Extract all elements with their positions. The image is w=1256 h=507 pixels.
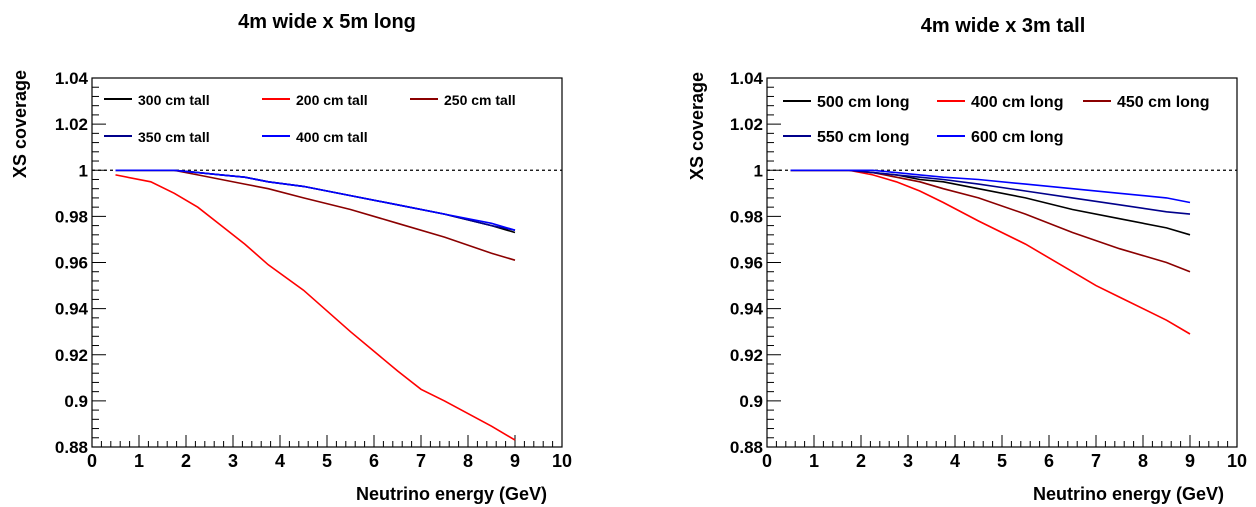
- series-line: [115, 169, 516, 231]
- x-tick-label: 6: [369, 451, 379, 471]
- x-tick-label: 3: [903, 451, 913, 471]
- series-line: [790, 169, 1191, 215]
- x-tick-label: 8: [463, 451, 473, 471]
- legend-label: 300 cm tall: [138, 92, 210, 108]
- legend-label: 500 cm long: [817, 94, 909, 111]
- x-tick-label: 4: [275, 451, 285, 471]
- x-tick-label: 9: [1185, 451, 1195, 471]
- legend-label: 600 cm long: [971, 129, 1063, 146]
- legend-label: 400 cm tall: [296, 129, 368, 145]
- y-tick-label: 0.88: [730, 438, 763, 457]
- x-tick-label: 2: [856, 451, 866, 471]
- y-tick-label: 1.04: [55, 69, 89, 88]
- y-tick-label: 0.92: [730, 346, 763, 365]
- y-tick-label: 0.9: [64, 392, 88, 411]
- legend-label: 350 cm tall: [138, 129, 210, 145]
- legend-label: 400 cm long: [971, 94, 1063, 111]
- y-tick-label: 0.96: [730, 254, 763, 273]
- x-tick-label: 3: [228, 451, 238, 471]
- y-tick-label: 0.9: [739, 392, 763, 411]
- y-axis-label: XS coverage: [10, 70, 30, 178]
- y-tick-label: 0.94: [55, 300, 89, 319]
- chart-panel-left: 4m wide x 5m long Neutrino energy (GeV) …: [10, 11, 572, 504]
- x-axis-label: Neutrino energy (GeV): [356, 484, 547, 504]
- y-tick-label: 1.02: [730, 115, 763, 134]
- x-tick-label: 9: [510, 451, 520, 471]
- y-tick-label: 0.98: [730, 207, 763, 226]
- chart-panel-right: 4m wide x 3m tall Neutrino energy (GeV) …: [628, 0, 1256, 507]
- y-tick-label: 1: [79, 161, 88, 180]
- legend-label: 450 cm long: [1117, 94, 1209, 111]
- legend-label: 250 cm tall: [444, 92, 516, 108]
- chart-title: 4m wide x 3m tall: [921, 15, 1086, 37]
- series-line: [115, 169, 516, 261]
- x-tick-label: 0: [762, 451, 772, 471]
- x-tick-label: 10: [552, 451, 572, 471]
- legend-label: 200 cm tall: [296, 92, 368, 108]
- x-tick-label: 1: [809, 451, 819, 471]
- chart-right-svg: 4m wide x 3m tall Neutrino energy (GeV) …: [687, 15, 1247, 504]
- x-tick-label: 2: [181, 451, 191, 471]
- legend-label: 550 cm long: [817, 129, 909, 146]
- y-tick-label: 0.92: [55, 346, 88, 365]
- x-tick-label: 5: [322, 451, 332, 471]
- x-axis-label: Neutrino energy (GeV): [1033, 484, 1224, 504]
- x-tick-label: 6: [1044, 451, 1054, 471]
- x-tick-label: 10: [1227, 451, 1247, 471]
- y-axis-label: XS coverage: [687, 72, 707, 180]
- y-tick-label: 0.98: [55, 207, 88, 226]
- y-tick-label: 0.88: [55, 438, 88, 457]
- y-tick-label: 1.04: [730, 69, 764, 88]
- y-tick-label: 1.02: [55, 115, 88, 134]
- chart-left-svg: 4m wide x 5m long Neutrino energy (GeV) …: [10, 11, 572, 504]
- x-tick-label: 7: [416, 451, 426, 471]
- x-tick-label: 7: [1091, 451, 1101, 471]
- y-tick-label: 1: [754, 161, 763, 180]
- x-tick-label: 8: [1138, 451, 1148, 471]
- x-tick-label: 0: [87, 451, 97, 471]
- x-tick-label: 1: [134, 451, 144, 471]
- chart-title: 4m wide x 5m long: [238, 11, 416, 33]
- series-line: [115, 174, 516, 441]
- x-tick-label: 5: [997, 451, 1007, 471]
- y-tick-label: 0.96: [55, 254, 88, 273]
- series-line: [790, 169, 1191, 204]
- x-tick-label: 4: [950, 451, 960, 471]
- y-tick-label: 0.94: [730, 300, 764, 319]
